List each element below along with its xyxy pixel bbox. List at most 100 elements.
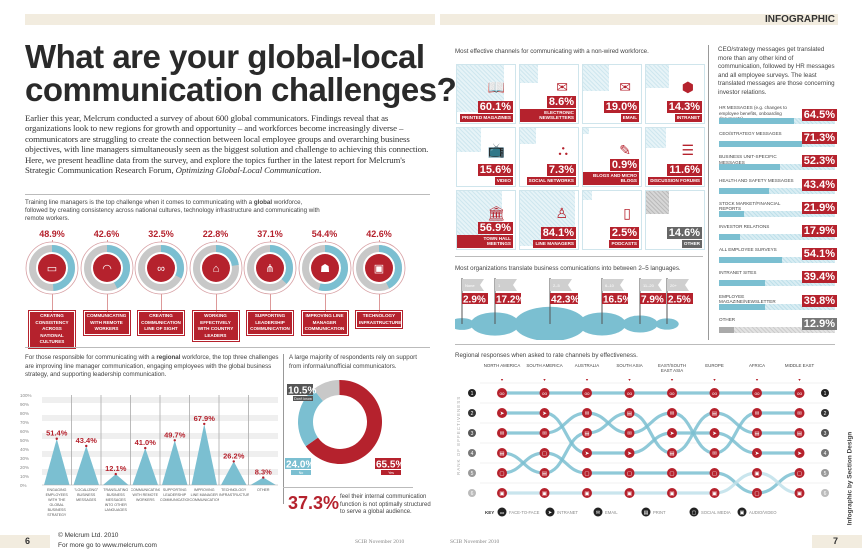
challenge-pct: 48.9%: [39, 229, 65, 239]
challenge-label: Creating consistency across national cul…: [28, 310, 76, 349]
social-media-icon: [624, 468, 635, 478]
translated-name: CEO/strategy messages: [719, 129, 799, 137]
donut-slice: [298, 389, 324, 447]
flag-icon: [667, 279, 689, 291]
value-marker: [173, 439, 176, 442]
language-count: 20+: [670, 283, 677, 288]
regional-text-bold: regional: [156, 354, 181, 361]
channel-glyph: ▤: [584, 431, 590, 437]
challenge-ring: ◠: [80, 241, 133, 295]
channel-label-stack: 15.6% Video: [477, 164, 513, 185]
language-count: 1: [498, 283, 501, 288]
flag-icon: [495, 279, 517, 291]
email-icon: [624, 428, 635, 438]
global-intro: Training line managers is the top challe…: [25, 199, 325, 223]
divider: [455, 256, 703, 257]
challenge-ring: ▭: [25, 241, 79, 295]
challenge-pct: 42.6%: [93, 229, 120, 239]
channel-glyph: ✉: [670, 411, 675, 417]
channel-glyph: ✉: [542, 431, 547, 437]
channel-name: Social networks: [526, 177, 576, 185]
channel-glyph: ▣: [754, 471, 760, 477]
translated-name: Investor relations: [719, 222, 799, 230]
report-title: Optimizing Global-Local Communication: [175, 165, 320, 176]
language-pct: 17.2%: [496, 295, 524, 306]
bar-track: [719, 210, 835, 217]
social-media-icon: [667, 468, 677, 478]
message-type: Health and safety messages: [719, 177, 794, 183]
channel-glyph: ▣: [627, 491, 633, 497]
government-building-icon: ⌂: [212, 263, 219, 275]
pct-bg: [602, 293, 628, 304]
bar-track: [719, 164, 835, 171]
audio-video-icon: [794, 488, 805, 498]
channel-glyph: ➤: [585, 451, 590, 457]
y-tick: 20%: [20, 465, 29, 470]
intranet-key-icon: [545, 507, 555, 517]
structure-text: feel their internal communication functi…: [340, 494, 431, 516]
channel-tile: ✎ 0.9% Blogs and micro blogs: [582, 127, 642, 187]
challenge-label: Supporting leadership communication: [246, 310, 294, 336]
network-icon: ⛬: [558, 142, 568, 158]
rank-circle: [468, 469, 476, 477]
pct-bg: [550, 293, 578, 304]
channel-pct: 11.6%: [667, 164, 702, 177]
category-label-box: "Localizing" business messages: [74, 488, 98, 502]
y-tick: 70%: [20, 420, 29, 425]
flag-icon: [602, 279, 624, 291]
key-name: Print: [653, 510, 666, 515]
envelope-icon: ✉: [619, 79, 631, 95]
divider-vertical: [283, 354, 284, 504]
key-glyph: ▤: [644, 510, 649, 516]
donut-title: A large majority of respondents rely on …: [289, 354, 417, 370]
category-label: Improving line manager communication: [189, 488, 220, 502]
pct-bg: [495, 293, 521, 304]
key-label: KEY: [485, 510, 494, 515]
title-line-1: What are your global-local: [25, 38, 425, 75]
melcrum-link[interactable]: For more go to www.melcrum.com: [58, 542, 157, 549]
translated-text: CEO/strategy messages get translated mor…: [718, 46, 835, 96]
region-header-box: North America: [484, 363, 521, 368]
channel-name: Video: [494, 177, 513, 185]
flag-icon: [462, 279, 484, 291]
social-media-key-icon: [689, 507, 699, 517]
face-to-face-icon: [667, 388, 677, 398]
channel-value-square: [646, 191, 669, 214]
channel-tile: 📺 15.6% Video: [456, 127, 516, 187]
slice-name-bg: [293, 396, 313, 401]
channel-glyph: ▢: [627, 471, 633, 477]
challenge-label: Technology infrastructure: [355, 310, 403, 329]
y-tick: 50%: [20, 438, 29, 443]
key-glyph: ➤: [548, 510, 552, 516]
page-number-box-right: [812, 535, 862, 548]
bar-fill: [719, 187, 770, 194]
header-bar-right: [440, 14, 838, 25]
challenge-pct: 22.8%: [202, 229, 229, 239]
translated-bar: Other 12.9%: [719, 315, 837, 335]
social-media-icon: [794, 468, 805, 478]
value-label: 49.7%: [164, 430, 186, 439]
channel-glyph: ▣: [797, 491, 803, 497]
email-key-icon: [593, 507, 603, 517]
channel-label-stack: 14.3% Intranet: [666, 101, 702, 122]
face-to-face-icon: [624, 388, 635, 398]
email-icon: [667, 408, 677, 418]
issue-right: SCIB November 2010: [450, 539, 500, 545]
slice-label-bg: [287, 384, 313, 395]
region-header: South America: [526, 363, 563, 368]
audio-video-icon: [539, 488, 550, 498]
channel-glyph: ▣: [712, 491, 718, 497]
bar-fill: [719, 164, 780, 171]
face-to-face-key-icon: [497, 507, 507, 517]
bar-track: [719, 141, 835, 148]
value-marker: [232, 460, 235, 463]
slice-value: 24.0%: [286, 460, 314, 471]
value-triangle: [221, 461, 247, 485]
divider: [455, 344, 835, 345]
ring-center: [147, 254, 175, 282]
channel-glyph: ✉: [500, 431, 505, 437]
translated-pct: 64.5%: [801, 109, 837, 121]
audio-video-icon: [752, 468, 762, 478]
intro-end: .: [319, 165, 322, 176]
pct-bg: [462, 293, 488, 304]
